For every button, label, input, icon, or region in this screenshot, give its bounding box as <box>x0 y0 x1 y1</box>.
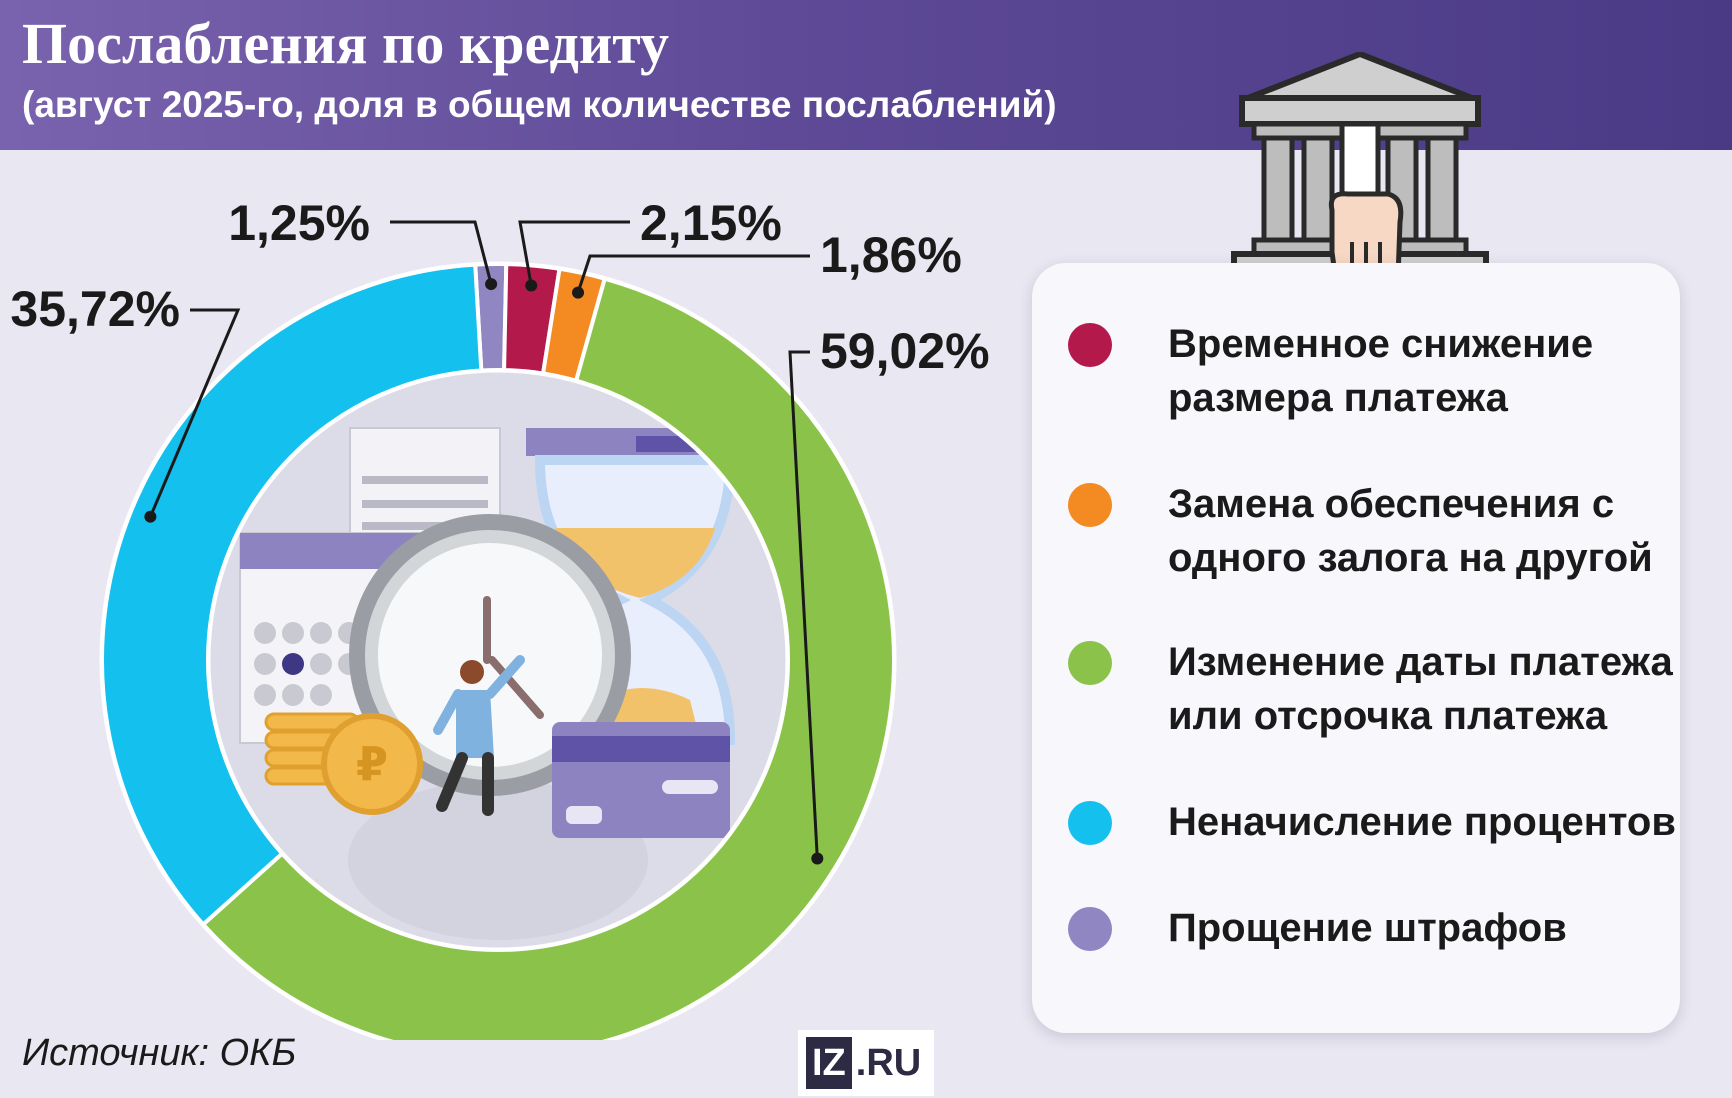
leader-line <box>518 220 630 286</box>
legend-label: Замена обеспечения с одного залога на др… <box>1168 482 1653 580</box>
legend-label: Неначисление процентов <box>1168 800 1676 844</box>
legend-label: Изменение даты платежа или отсрочка плат… <box>1168 640 1673 738</box>
leader-line <box>576 254 810 294</box>
legend-dot-lavender <box>1068 907 1112 951</box>
data-label: 1,86% <box>820 227 962 283</box>
donut-chart: ₽ 1,25% 2,15% 1,86% 59,02% 35,72% <box>10 195 990 1040</box>
donut-labels: 1,25% 2,15% 1,86% 59,02% 35,72% <box>10 195 990 865</box>
legend-dot-crimson <box>1068 323 1112 367</box>
person-figure <box>433 655 525 816</box>
legend-label: Прощение штрафов <box>1168 906 1567 950</box>
legend-panel: Временное снижение размера платежа Замен… <box>1032 263 1680 1033</box>
data-label: 1,25% <box>228 195 370 251</box>
leader-line <box>390 220 493 285</box>
legend-dot-green <box>1068 641 1112 685</box>
data-label: 35,72% <box>10 281 180 337</box>
data-label: 59,02% <box>820 323 990 379</box>
legend-label: Временное снижение размера платежа <box>1168 322 1594 420</box>
clock-hourglass-calendar-coins-card-illustration: ₽ <box>210 372 786 948</box>
logo-ru: .RU <box>855 1041 922 1084</box>
legend-dot-cyan <box>1068 801 1112 845</box>
iz-ru-logo: IZ .RU <box>798 1030 934 1096</box>
header-banner: Послабления по кредиту (август 2025-го, … <box>0 0 1732 150</box>
leader-line <box>788 350 819 859</box>
logo-iz: IZ <box>806 1037 852 1089</box>
source-note: Источник: ОКБ <box>22 1032 297 1074</box>
legend-dot-orange <box>1068 483 1112 527</box>
data-label: 2,15% <box>640 195 782 251</box>
chart-subtitle: (август 2025-го, доля в общем количестве… <box>22 84 1057 125</box>
svg-text:₽: ₽ <box>356 737 388 791</box>
chart-title: Послабления по кредиту <box>22 11 670 76</box>
leader-line <box>148 308 241 518</box>
